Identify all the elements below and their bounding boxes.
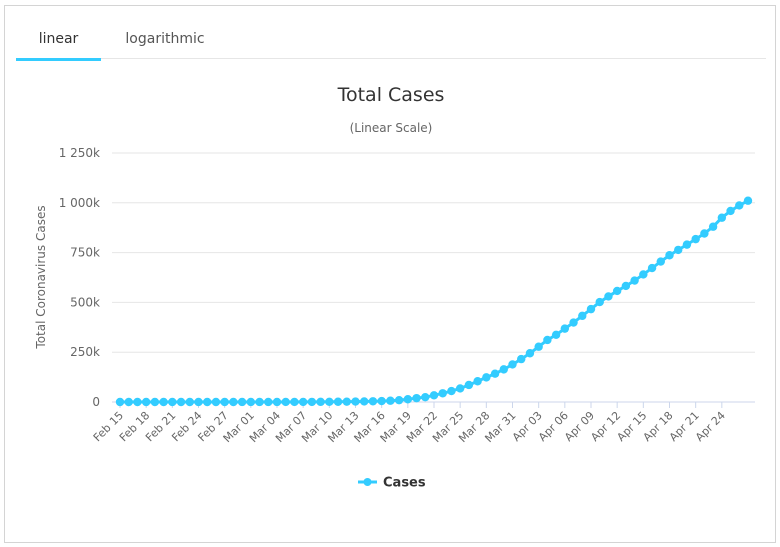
data-point[interactable]: [229, 397, 238, 407]
data-point[interactable]: [325, 397, 334, 407]
data-point[interactable]: [159, 397, 168, 407]
data-point[interactable]: [168, 397, 177, 407]
chart-subtitle: (Linear Scale): [350, 121, 433, 135]
data-point[interactable]: [394, 395, 404, 405]
data-point[interactable]: [604, 292, 613, 301]
y-tick-label: 1 000k: [59, 196, 100, 210]
data-point[interactable]: [360, 397, 369, 406]
data-point[interactable]: [656, 257, 665, 266]
tab-logarithmic[interactable]: logarithmic: [125, 31, 205, 47]
data-point[interactable]: [368, 397, 378, 406]
data-point[interactable]: [473, 377, 482, 386]
y-tick-label: 250k: [70, 345, 100, 359]
data-point[interactable]: [534, 342, 543, 351]
data-point[interactable]: [255, 397, 264, 407]
data-point[interactable]: [150, 397, 160, 407]
data-point[interactable]: [264, 397, 273, 407]
data-point[interactable]: [726, 206, 735, 216]
data-point[interactable]: [342, 397, 351, 406]
data-point[interactable]: [735, 201, 744, 210]
data-point[interactable]: [421, 392, 430, 402]
data-point[interactable]: [708, 222, 718, 231]
data-point[interactable]: [665, 251, 674, 260]
data-point[interactable]: [455, 384, 465, 393]
data-point[interactable]: [351, 397, 360, 406]
data-point[interactable]: [403, 395, 413, 404]
data-point[interactable]: [141, 397, 151, 407]
data-point[interactable]: [490, 369, 500, 378]
data-point[interactable]: [560, 324, 570, 333]
data-point[interactable]: [551, 330, 561, 340]
data-point[interactable]: [281, 397, 290, 407]
tab-active-indicator: [16, 58, 101, 61]
tab-linear[interactable]: linear: [38, 31, 79, 47]
y-axis-label: Total Coronavirus Cases: [34, 205, 48, 349]
data-point[interactable]: [133, 397, 142, 407]
chart-title: Total Cases: [337, 84, 445, 106]
data-point[interactable]: [682, 240, 692, 249]
data-point[interactable]: [578, 311, 587, 321]
y-tick-label: 0: [92, 395, 100, 409]
data-point[interactable]: [290, 397, 299, 407]
data-point[interactable]: [586, 304, 596, 314]
data-point[interactable]: [447, 386, 456, 396]
data-point[interactable]: [438, 389, 447, 398]
data-point[interactable]: [743, 196, 753, 205]
legend-label-cases: Cases: [383, 476, 426, 491]
data-point[interactable]: [612, 286, 622, 296]
y-tick-label: 500k: [70, 295, 100, 309]
data-point[interactable]: [412, 393, 421, 403]
data-point[interactable]: [211, 397, 221, 407]
legend-marker: [363, 478, 372, 486]
data-point[interactable]: [717, 213, 727, 222]
data-point[interactable]: [630, 276, 639, 285]
data-point[interactable]: [700, 229, 709, 238]
data-point[interactable]: [543, 335, 552, 345]
data-point[interactable]: [203, 397, 212, 407]
data-point[interactable]: [386, 396, 395, 405]
data-point[interactable]: [115, 397, 125, 407]
data-point[interactable]: [647, 263, 657, 273]
data-point[interactable]: [621, 281, 631, 291]
data-point[interactable]: [194, 397, 203, 407]
series-line-cases: [120, 199, 749, 404]
data-point[interactable]: [377, 396, 386, 406]
data-point[interactable]: [237, 397, 247, 407]
y-tick-label: 750k: [70, 246, 100, 260]
data-point[interactable]: [298, 397, 308, 407]
data-point[interactable]: [464, 380, 474, 390]
tabs-divider: [16, 58, 766, 59]
data-point[interactable]: [517, 354, 526, 364]
legend[interactable]: Cases: [358, 476, 426, 491]
data-point[interactable]: [272, 397, 282, 407]
data-point[interactable]: [246, 397, 256, 407]
data-point[interactable]: [220, 397, 229, 407]
data-point[interactable]: [691, 234, 700, 244]
data-point[interactable]: [185, 397, 194, 407]
data-point[interactable]: [307, 397, 317, 407]
data-point[interactable]: [508, 360, 517, 369]
data-point[interactable]: [316, 397, 325, 407]
data-point[interactable]: [674, 245, 683, 255]
data-point[interactable]: [124, 397, 133, 407]
data-point[interactable]: [176, 397, 186, 407]
data-point[interactable]: [482, 373, 491, 382]
x-tick-label: Apr 24: [693, 409, 728, 444]
data-point[interactable]: [525, 349, 535, 358]
data-point[interactable]: [333, 397, 343, 406]
y-tick-label: 1 250k: [59, 146, 100, 160]
data-point[interactable]: [429, 391, 439, 400]
data-point[interactable]: [569, 318, 578, 327]
data-point[interactable]: [595, 297, 604, 307]
data-point[interactable]: [499, 365, 508, 374]
data-point[interactable]: [639, 270, 648, 279]
